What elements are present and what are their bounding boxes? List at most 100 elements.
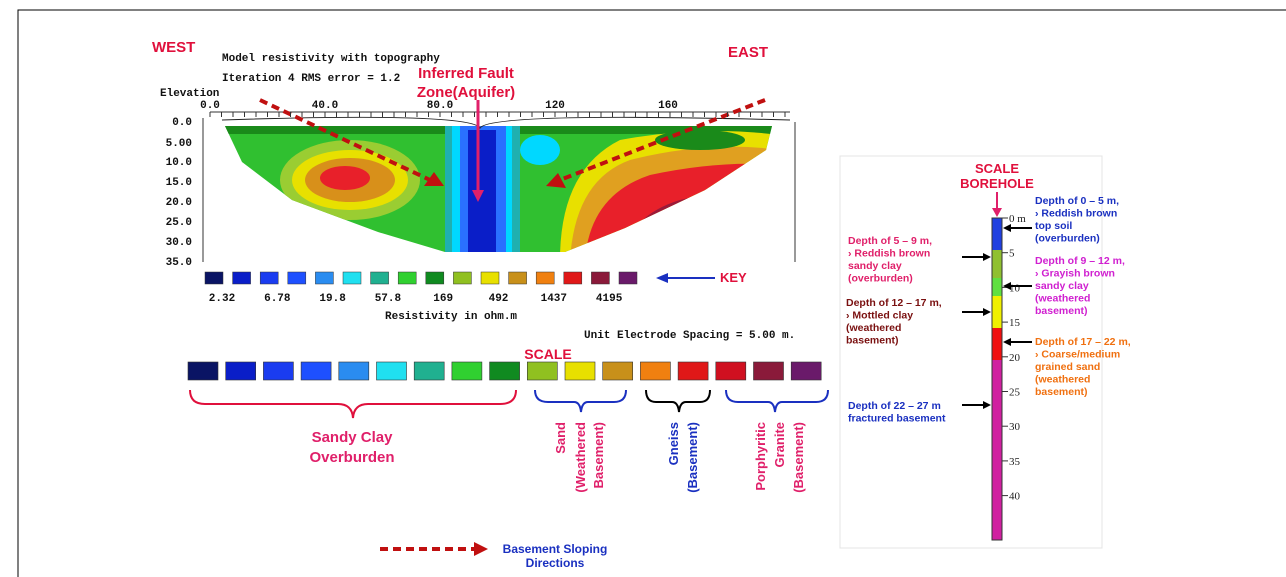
brace [646,390,710,412]
y-label: 10.0 [166,157,192,169]
resistivity-label: Resistivity in ohm.m [385,311,517,323]
x-label: 160 [658,100,678,112]
model-title: Iteration 4 RMS error = 1.2 [222,73,400,85]
note: (weathered [1035,293,1090,305]
key-value: 169 [433,293,453,305]
key-swatch [260,272,278,284]
note: › Mottled clay [846,310,913,322]
scale-swatch [377,362,407,380]
scale-swatch [603,362,633,380]
borehole: SCALE BOREHOLE 0 m510152025303540Depth o… [840,156,1131,548]
note: › Reddish brown [1035,208,1117,220]
key-swatch [481,272,499,284]
group-label: (Basement) [791,422,806,493]
arrowhead [474,542,488,556]
x-label: 80.0 [427,100,453,112]
figure: WEST EAST Elevation [0,0,1286,577]
key-swatch [205,272,223,284]
note: basement) [1035,305,1088,317]
depth-label: 0 m [1009,213,1026,225]
layer [992,328,1002,360]
depth-label: 5 [1009,248,1015,260]
y-label: 20.0 [166,197,192,209]
scale-swatch [339,362,369,380]
west-label: WEST [152,39,195,56]
note: (weathered [1035,374,1090,386]
note: basement) [846,335,899,347]
scale-swatch [188,362,218,380]
key-swatch [288,272,306,284]
elevation-label: Elevation [160,88,219,100]
note: grained sand [1035,361,1100,373]
note: basement) [1035,386,1088,398]
note: (overburden) [1035,233,1100,245]
brace [190,390,516,418]
layer [992,250,1002,278]
key-swatch [343,272,361,284]
key-swatch [371,272,389,284]
scale-swatch [414,362,444,380]
y-label: 30.0 [166,237,192,249]
scale-swatch [678,362,708,380]
group-label: Overburden [309,449,394,466]
note: (overburden) [848,273,913,285]
brace [535,390,626,412]
y-label: 0.0 [172,117,192,129]
x-label: 120 [545,100,565,112]
note: Depth of 22 – 27 m [848,400,941,412]
key-swatch [426,272,444,284]
y-label: 25.0 [166,217,192,229]
scale-title: SCALE [524,346,571,362]
key-swatch [564,272,582,284]
y-label: 35.0 [166,257,192,269]
group-label: (Weathered [573,422,588,493]
key-value: 4195 [596,293,623,305]
note: › Grayish brown [1035,268,1115,280]
group-label: Sandy Clay [312,429,394,446]
note: › Coarse/medium [1035,349,1120,361]
depth-label: 35 [1009,456,1021,468]
key-swatch [453,272,471,284]
note: › Reddish brown [848,248,930,260]
key-value: 492 [489,293,509,305]
fault-label: Inferred Fault [418,65,514,82]
note: top soil [1035,220,1072,232]
group-label: Sand [553,422,568,454]
key-value: 57.8 [375,293,402,305]
scale-swatch [263,362,293,380]
scale-swatch [301,362,331,380]
key-swatch [591,272,609,284]
fault-label: Zone(Aquifer) [417,84,515,101]
key-swatch [509,272,527,284]
east-label: EAST [728,44,768,61]
note: sandy clay [1035,280,1089,292]
note: Depth of 17 – 22 m, [1035,336,1131,348]
key-swatch [619,272,637,284]
y-label: 15.0 [166,177,192,189]
key-swatch [536,272,554,284]
depth-label: 15 [1009,317,1021,329]
spacing-label: Unit Electrode Spacing = 5.00 m. [584,330,795,342]
legend-label: Basement Sloping [503,542,608,556]
group-label: Basement) [591,422,606,488]
scale-swatch [791,362,821,380]
note: (weathered [846,322,901,334]
legend-label: Directions [526,556,585,570]
layer [992,218,1002,250]
key-label: KEY [720,270,747,285]
depth-label: 20 [1009,352,1021,364]
scale-swatch [754,362,784,380]
key-value: 1437 [541,293,567,305]
brace [726,390,828,412]
group-label: Gneiss [666,422,681,465]
y-label: 5.00 [166,138,192,150]
borehole-title: SCALE [975,161,1019,176]
model-title: Model resistivity with topography [222,53,440,65]
note: Depth of 0 – 5 m, [1035,195,1119,207]
depth-label: 30 [1009,421,1021,433]
key-value: 19.8 [319,293,346,305]
x-label: 0.0 [200,100,220,112]
layer [992,278,1002,296]
scale-swatch [527,362,557,380]
scale-swatch [490,362,520,380]
